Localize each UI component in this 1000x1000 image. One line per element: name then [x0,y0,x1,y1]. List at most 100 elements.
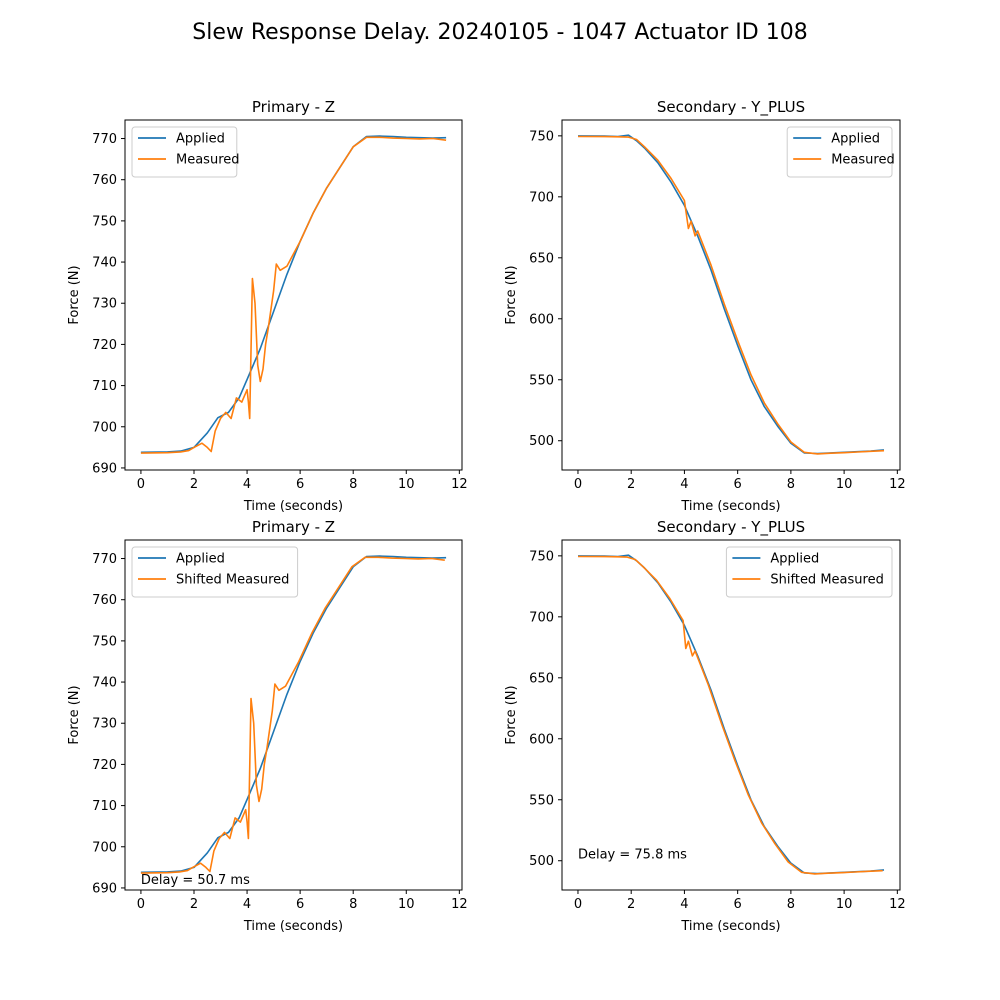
legend-label: Measured [831,153,895,168]
chart-panel-4: Secondary - Y_PLUS 0 2 4 6 8 10 12 500 550 600 650 7… [504,518,906,934]
legend-box [131,126,238,178]
series-line-measured [140,136,447,454]
y-tick-label: 500 [529,854,554,869]
y-axis-label: Force (N) [67,265,82,324]
x-axis-label: Time (seconds) [680,499,780,514]
panel-title: Secondary - Y_PLUS [657,98,805,117]
legend-label: Shifted Measured [770,573,883,588]
x-tick-label: 8 [787,477,795,492]
x-tick-label: 4 [243,897,251,912]
plot-area [562,540,900,890]
y-axis-label: Force (N) [504,265,519,324]
y-tick-label: 690 [92,881,117,896]
legend: Applied Shifted Measured [725,546,893,598]
y-tick-label: 770 [92,132,117,147]
x-tick-label: 10 [836,897,853,912]
legend-label: Applied [770,552,819,567]
axes-frame [124,119,463,471]
figure-title: Slew Response Delay. 20240105 - 1047 Act… [192,20,807,45]
series-line-applied [140,555,447,874]
x-tick-label: 10 [398,897,415,912]
axes-frame [561,539,901,891]
y-tick-label: 700 [529,610,554,625]
y-tick-label: 600 [529,732,554,747]
y-tick-label: 760 [92,173,117,188]
y-tick-label: 690 [92,461,117,476]
y-tick-label: 730 [92,297,117,312]
x-tick-label: 12 [451,477,468,492]
y-tick-label: 700 [92,420,117,435]
legend-box [786,126,893,178]
y-tick-label: 720 [92,758,117,773]
x-tick-label: 4 [680,477,688,492]
x-tick-label: 6 [734,477,742,492]
axes-frame [124,539,463,891]
x-tick-label: 2 [627,897,635,912]
legend-label: Applied [176,132,225,147]
y-tick-label: 700 [529,190,554,205]
y-tick-label: 770 [92,552,117,567]
x-tick-label: 4 [243,477,251,492]
y-tick-label: 600 [529,312,554,327]
legend-label: Measured [176,153,240,168]
x-tick-label: 12 [889,897,906,912]
panel-title: Primary - Z [252,518,335,536]
panel-title: Secondary - Y_PLUS [657,518,805,537]
panel-title: Primary - Z [252,98,335,116]
series-line-measured [577,135,885,455]
delay-annotation: Delay = 75.8 ms [578,847,687,862]
y-tick-label: 550 [529,793,554,808]
x-tick-label: 0 [137,477,145,492]
legend: Applied Shifted Measured [131,546,299,598]
y-axis-label: Force (N) [504,685,519,744]
legend: Applied Measured [786,126,895,178]
legend-label: Shifted Measured [176,573,289,588]
x-axis-label: Time (seconds) [680,919,780,934]
x-tick-label: 4 [680,897,688,912]
y-tick-label: 710 [92,379,117,394]
y-tick-label: 740 [92,676,117,691]
x-tick-label: 12 [889,477,906,492]
x-tick-label: 2 [627,477,635,492]
x-tick-label: 0 [137,897,145,912]
x-tick-label: 8 [787,897,795,912]
delay-annotation: Delay = 50.7 ms [141,873,250,888]
y-tick-label: 750 [529,549,554,564]
y-tick-label: 650 [529,251,554,266]
x-tick-label: 6 [296,477,304,492]
y-tick-label: 650 [529,671,554,686]
chart-panel-1: Primary - Z 0 2 4 6 8 10 12 690 700 710 720 730 740 75… [67,98,468,514]
series-line-shifted-measured [577,555,883,875]
x-axis-label: Time (seconds) [243,919,343,934]
axes-frame [561,119,901,471]
legend-box [725,546,893,598]
y-tick-label: 750 [529,129,554,144]
y-tick-label: 740 [92,256,117,271]
y-axis-label: Force (N) [67,685,82,744]
chart-panel-2: Secondary - Y_PLUS 0 2 4 6 8 10 12 500 550 600 650 7… [504,98,906,514]
x-tick-label: 8 [349,477,357,492]
y-tick-label: 710 [92,799,117,814]
x-tick-label: 8 [349,897,357,912]
legend-box [131,546,299,598]
y-tick-label: 550 [529,373,554,388]
x-tick-label: 2 [190,897,198,912]
x-tick-label: 6 [296,897,304,912]
x-axis-label: Time (seconds) [243,499,343,514]
y-tick-label: 750 [92,634,117,649]
x-tick-label: 0 [574,477,582,492]
series-line-shifted-measured [140,556,445,874]
y-tick-label: 720 [92,338,117,353]
y-tick-label: 750 [92,214,117,229]
legend-label: Applied [176,552,225,567]
x-tick-label: 2 [190,477,198,492]
x-tick-label: 12 [451,897,468,912]
y-tick-label: 760 [92,593,117,608]
x-tick-label: 10 [398,477,415,492]
plot-area [125,540,462,890]
series-line-applied [140,135,447,454]
plot-area [562,120,900,470]
x-tick-label: 10 [836,477,853,492]
legend-label: Applied [831,132,880,147]
